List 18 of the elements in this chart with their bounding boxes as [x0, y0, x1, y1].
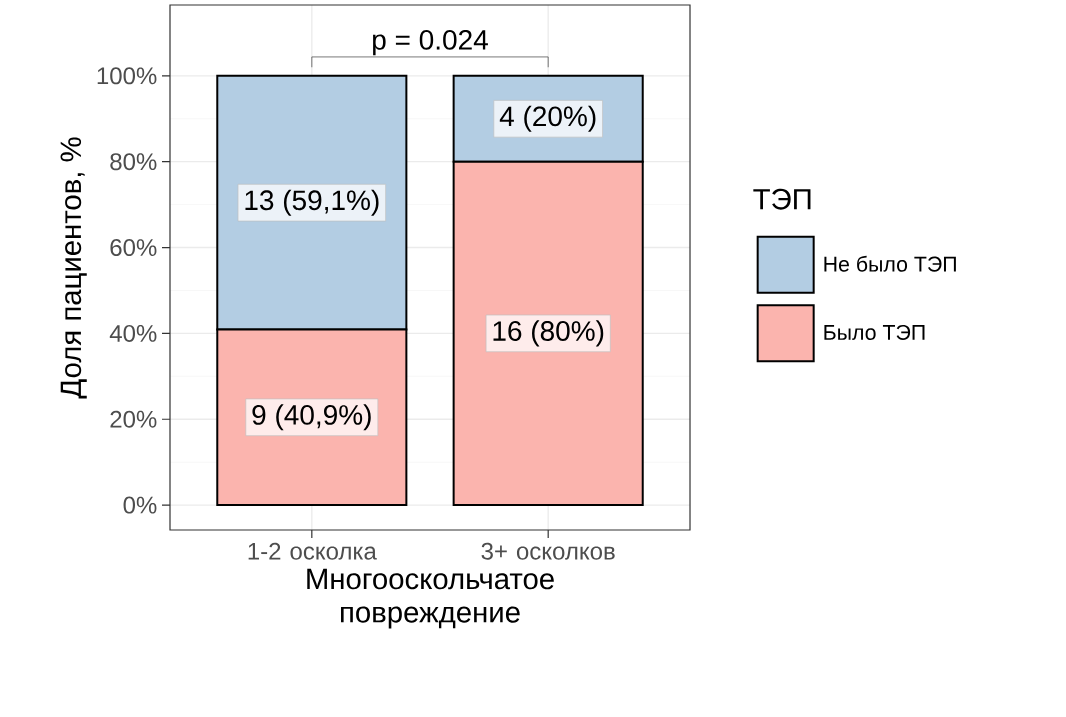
y-tick-label: 20% [110, 410, 157, 428]
annotation: p = 0.024 [373, 29, 488, 56]
y-tick-label: 100% [97, 67, 157, 85]
x-tick-label: 3+ осколков [481, 542, 615, 560]
data-label: 13 (59,1%) [245, 189, 379, 216]
text: Не было ТЭП [824, 255, 956, 272]
y-tick-label: 40% [109, 324, 157, 342]
data-label: 9 (40,9%) [252, 404, 371, 431]
y-tick-label: 0% [123, 496, 157, 514]
data-label: 16 (80%) [493, 320, 604, 347]
y-tick-label: 60% [110, 239, 157, 257]
y-axis-title: Доля пациентов, % [60, 137, 87, 399]
text: Было ТЭП [824, 324, 925, 340]
x-tick-label: 1-2 осколка [248, 542, 377, 560]
legend-title: ТЭП [753, 188, 811, 210]
data-label: 4 (20%) [499, 105, 596, 132]
x-axis-title: Многооскольчатое повреждение [307, 568, 554, 629]
y-tick-label: 80% [110, 153, 157, 171]
